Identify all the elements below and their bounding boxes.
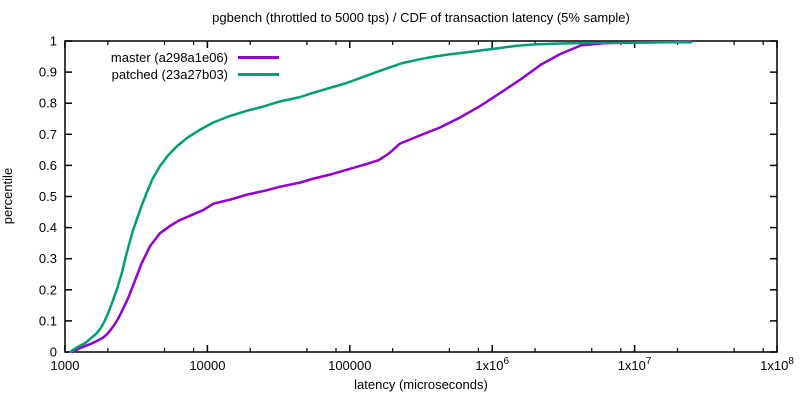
- y-tick-label: 0.9: [39, 65, 57, 80]
- x-tick-label: 1x108: [760, 356, 794, 373]
- cdf-curve-0: [71, 40, 693, 354]
- y-tick-label: 0: [50, 345, 57, 360]
- y-tick-label: 0.2: [39, 282, 57, 297]
- legend: master (a298a1e06) patched (23a27b03): [58, 49, 279, 83]
- y-tick-label: 0.5: [39, 189, 57, 204]
- x-tick-label: 1000: [51, 358, 80, 373]
- y-tick-label: 0.6: [39, 158, 57, 173]
- legend-item-master: master (a298a1e06): [58, 49, 279, 66]
- x-tick-label: 1x106: [475, 356, 509, 373]
- y-tick-label: 0.8: [39, 96, 57, 111]
- legend-line-sample-master: [238, 56, 279, 59]
- y-tick-label: 1: [50, 34, 57, 49]
- legend-label-master: master (a298a1e06): [110, 50, 228, 65]
- x-tick-label: 10000: [189, 358, 225, 373]
- plot-border: [64, 40, 778, 353]
- y-tick-label: 0.4: [39, 220, 57, 235]
- legend-item-patched: patched (23a27b03): [58, 66, 279, 83]
- y-tick-label: 0.7: [39, 127, 57, 142]
- legend-label-patched: patched (23a27b03): [111, 67, 228, 82]
- chart-title: pgbench (throttled to 5000 tps) / CDF of…: [212, 10, 630, 25]
- y-tick-label: 0.3: [39, 251, 57, 266]
- legend-line-sample-patched: [238, 73, 279, 76]
- x-tick-label: 1x107: [618, 356, 652, 373]
- x-tick-label: 100000: [328, 358, 371, 373]
- x-axis-label: latency (microseconds): [354, 377, 488, 392]
- y-tick-label: 0.1: [39, 313, 57, 328]
- cdf-curve-1: [69, 40, 693, 354]
